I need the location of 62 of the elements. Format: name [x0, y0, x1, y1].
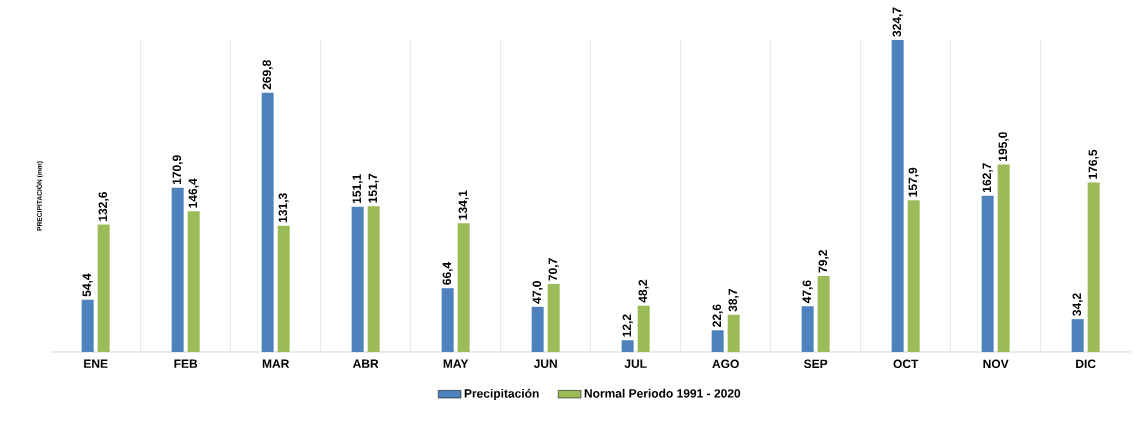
- x-tick-label: ABR: [352, 359, 379, 368]
- bar: [817, 275, 830, 352]
- x-tick-label: JUL: [624, 359, 647, 368]
- data-label: 151,7: [368, 173, 379, 203]
- bar: [457, 223, 470, 352]
- data-label: 151,1: [352, 174, 363, 204]
- x-tick-label: MAY: [443, 359, 469, 368]
- data-label: 176,5: [1088, 149, 1099, 179]
- legend-label: Precipitación: [464, 388, 539, 401]
- x-tick-label: OCT: [893, 359, 919, 369]
- x-tick-label: NOV: [983, 359, 1009, 369]
- data-label: 170,9: [172, 155, 183, 185]
- bar: [1087, 182, 1100, 352]
- bar: [441, 288, 454, 352]
- bar: [187, 211, 200, 352]
- data-label: 47,6: [802, 280, 813, 304]
- bar: [351, 206, 364, 352]
- data-label: 34,2: [1072, 293, 1083, 316]
- bar: [531, 306, 544, 352]
- data-label: 12,2: [622, 314, 633, 337]
- bar: [277, 225, 290, 352]
- data-label: 269,8: [262, 60, 273, 90]
- bar: [981, 195, 994, 352]
- data-label: 324,7: [892, 7, 903, 37]
- bar: [637, 305, 650, 352]
- data-label: 157,9: [908, 167, 919, 197]
- bar: [171, 187, 184, 352]
- x-tick-label: DIC: [1076, 359, 1096, 369]
- bar: [1071, 319, 1084, 352]
- bar: [367, 206, 380, 352]
- bar: [97, 224, 110, 352]
- data-label: 132,6: [98, 192, 109, 221]
- bar: [621, 340, 634, 352]
- data-label: 48,2: [638, 279, 649, 303]
- x-tick-label: FEB: [174, 359, 198, 368]
- bar: [547, 284, 560, 352]
- data-label: 38,7: [728, 289, 739, 312]
- x-tick-label: SEP: [804, 359, 828, 369]
- bar: [997, 164, 1010, 352]
- bar: [727, 314, 740, 352]
- data-label: 162,7: [982, 163, 993, 192]
- data-label: 146,4: [188, 178, 199, 208]
- bar: [81, 299, 94, 352]
- data-label: 79,2: [818, 250, 829, 273]
- bar: [891, 39, 904, 352]
- x-tick-label: AGO: [712, 359, 739, 369]
- legend-label: Normal Periodo 1991 - 2020: [584, 388, 741, 398]
- x-tick-label: ENE: [84, 359, 108, 368]
- bar: [801, 306, 814, 352]
- bar: [261, 92, 274, 352]
- x-tick-label: JUN: [533, 359, 557, 368]
- data-label: 22,6: [712, 304, 723, 327]
- data-label: 131,3: [278, 193, 289, 223]
- data-label: 54,4: [82, 273, 93, 297]
- data-label: 70,7: [548, 258, 559, 281]
- data-label: 47,0: [532, 281, 543, 304]
- data-label: 66,4: [442, 261, 453, 285]
- x-tick-label: MAR: [262, 359, 290, 368]
- bar: [907, 200, 920, 352]
- bar: [711, 330, 724, 352]
- data-label: 195,0: [998, 132, 1009, 161]
- data-label: 134,1: [458, 190, 469, 220]
